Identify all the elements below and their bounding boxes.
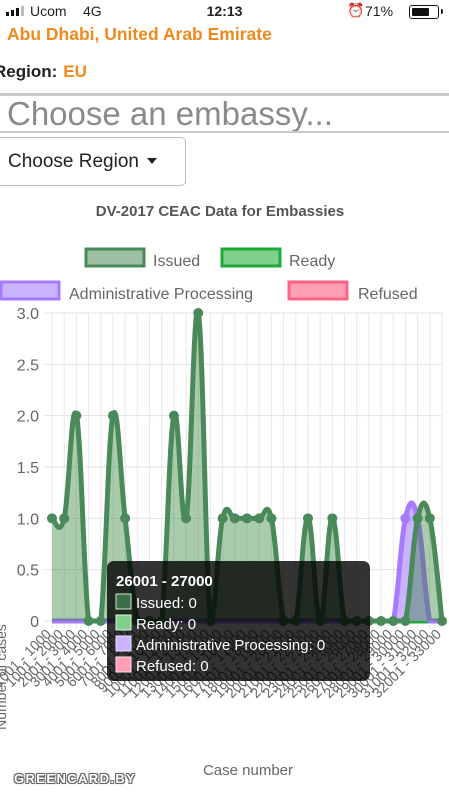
data-point [229,513,240,524]
region-value: EU [63,62,87,81]
data-point [254,513,265,524]
choose-region-label: Choose Region [8,150,139,172]
tooltip-item: Administrative Processing: 0 [136,637,325,654]
data-point [193,308,204,318]
y-axis: 0 0.5 1.0 1.5 2.0 2.5 3.0 [17,306,39,631]
data-point [388,616,399,626]
y-tick-label: 0 [30,614,39,631]
chart-tooltip: 26001 - 27000 Issued: 0 Ready: 0 Administra… [107,561,370,681]
tooltip-swatch [115,635,132,652]
status-bar: Ucom 4G 12:13 ⏰ 71% [0,0,449,24]
legend-swatch [220,247,282,268]
signal-icon [6,6,24,16]
battery-percent: 71% [365,3,394,19]
embassy-search-input[interactable] [0,93,449,133]
chart-title: DV-2017 CEAC Data for Embassies [96,203,344,220]
data-point [302,513,313,524]
data-point [83,616,94,626]
data-point [71,410,82,421]
tooltip-item: Issued: 0 [136,595,197,612]
legend-swatch [84,247,146,268]
y-axis-label: Number of cases [0,624,9,730]
data-point [400,513,411,524]
legend-label: Ready [289,253,335,270]
data-point [400,616,411,626]
y-tick-label: 1.0 [17,511,39,528]
data-point [95,616,106,626]
data-point [412,513,423,524]
series-area [52,502,442,621]
network-type: 4G [83,3,102,19]
legend-swatch [287,280,349,301]
legend-label: Refused [358,286,418,303]
data-point [424,513,435,524]
x-axis-label: Case number [203,762,293,779]
tooltip-swatch [115,614,132,631]
alarm-icon: ⏰ [347,2,365,18]
y-tick-label: 3.0 [17,306,39,323]
data-point [120,513,131,524]
data-point [168,410,179,421]
watermark: GREENCARD.BY [14,771,137,786]
tooltip-box [107,561,370,681]
region-label: Region: [0,62,58,81]
embassy-location: Abu Dhabi, United Arab Emirate [7,24,272,44]
legend-label: Administrative Processing [69,286,253,303]
case-chart[interactable]: DV-2017 CEAC Data for Embassies Issued Re… [0,195,449,785]
series-area [52,311,442,621]
data-point [59,513,70,524]
data-point [327,513,338,524]
tooltip-swatch [115,656,132,673]
chart-grid [44,312,443,629]
battery-icon [409,5,443,19]
tooltip-item: Ready: 0 [136,616,196,633]
data-point [181,513,192,524]
data-point [107,410,118,421]
legend-swatch [0,280,61,301]
carrier-name: Ucom [30,3,67,19]
data-point [437,616,447,626]
tooltip-item: Refused: 0 [136,658,209,675]
clock: 12:13 [206,3,243,19]
region-indicator: Region: EU [0,62,87,82]
data-point [47,513,57,524]
chart-legend: Issued Ready Administrative Processing Refu… [0,247,418,303]
data-point [217,513,228,524]
y-tick-label: 1.5 [17,460,39,477]
caret-down-icon [146,157,157,164]
legend-label: Issued [153,253,200,270]
y-tick-label: 2.0 [17,409,39,426]
data-point [376,616,387,626]
data-point [242,513,252,524]
y-tick-label: 2.5 [17,357,39,374]
tooltip-title: 26001 - 27000 [116,573,213,590]
data-point [266,513,277,524]
tooltip-swatch [115,593,132,610]
y-tick-label: 0.5 [17,563,39,580]
choose-region-dropdown[interactable]: Choose Region [0,137,186,186]
